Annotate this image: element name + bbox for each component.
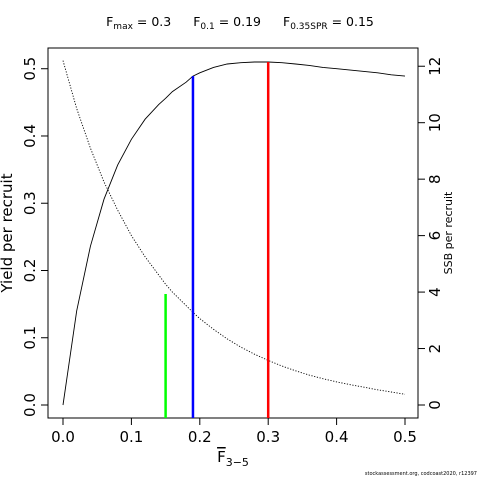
- x-tick-label: 0.1: [119, 428, 143, 446]
- x-tick-label: 0.3: [256, 428, 280, 446]
- y-tick-label: 0.5: [21, 57, 39, 81]
- y-tick-label: 0.1: [21, 326, 39, 350]
- y-tick-label: 0.4: [21, 124, 39, 148]
- x-tick-label: 0.0: [51, 428, 75, 446]
- y-axis-label: Yield per recruit: [0, 173, 16, 293]
- y-tick-label: 0.2: [21, 259, 39, 283]
- f01-label: F0.1 = 0.19: [193, 14, 261, 32]
- y2-tick-label: 12: [426, 57, 444, 76]
- fmax-label: Fmax = 0.3: [106, 14, 172, 32]
- y2-axis-label: SSB per recruit: [442, 191, 455, 274]
- ssb-per-recruit-line: [62, 60, 406, 395]
- footer-credit: stockassessment.org, codcoast2020, r1239…: [364, 471, 477, 477]
- y-tick-label: 0.3: [21, 191, 39, 215]
- plot-frame: [47, 47, 419, 419]
- x-tick-label: 0.4: [325, 428, 349, 446]
- y2-tick-label: 8: [426, 174, 444, 184]
- f035spr-label: F0.35SPR = 0.15: [282, 14, 374, 32]
- y-tick-label: 0.0: [21, 393, 39, 417]
- x-tick-label: 0.5: [393, 428, 417, 446]
- chart-title: Fmax = 0.3 F0.1 = 0.19 F0.35SPR = 0.15: [0, 14, 480, 32]
- y2-tick-label: 10: [426, 113, 444, 132]
- y2-tick-label: 2: [426, 344, 444, 354]
- yield-per-recruit-line: [62, 61, 406, 406]
- y2-tick-label: 6: [426, 231, 444, 241]
- y2-tick-label: 4: [426, 287, 444, 297]
- x-tick-label: 0.2: [188, 428, 212, 446]
- x-axis-label: F3−5: [217, 448, 249, 469]
- y2-tick-label: 0: [426, 400, 444, 410]
